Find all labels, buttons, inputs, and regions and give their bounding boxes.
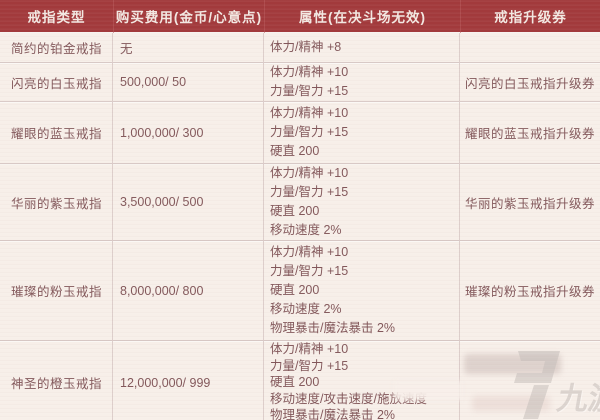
jiuyou-logo-icon (514, 351, 560, 419)
header-attributes: 属性(在决斗场无效) (264, 0, 460, 33)
header-upgrade-ticket: 戒指升级券 (460, 0, 600, 33)
attribute-line: 力量/智力 +15 (270, 84, 349, 98)
attribute-line: 硬直 200 (270, 283, 320, 297)
attribute-line: 物理暴击/魔法暴击 2% (270, 408, 396, 420)
table-row: 神圣的橙玉戒指 12,000,000/ 999 体力/精神 +10 力量/智力 … (0, 340, 600, 420)
cost-cell: 1,000,000/ 300 (113, 101, 264, 163)
cost-cell: 无 (113, 33, 264, 62)
cost-cell: 12,000,000/ 999 (113, 340, 264, 420)
table-row: 简约的铂金戒指 无 体力/精神 +8 (0, 33, 600, 62)
header-purchase-cost: 购买费用(金币/心意点) (113, 0, 264, 33)
attribute-line: 体力/精神 +10 (270, 342, 349, 357)
attributes-cell: 体力/精神 +10 力量/智力 +15 (264, 62, 460, 101)
ticket-cell (460, 33, 600, 62)
cost-cell: 3,500,000/ 500 (113, 163, 264, 240)
ticket-cell: 华丽的紫玉戒指升级券 (460, 163, 600, 240)
ring-name-cell: 神圣的橙玉戒指 (0, 340, 113, 420)
ring-name-cell: 闪亮的白玉戒指 (0, 62, 113, 101)
table-row: 华丽的紫玉戒指 3,500,000/ 500 体力/精神 +10 力量/智力 +… (0, 163, 600, 240)
attributes-cell: 体力/精神 +10 力量/智力 +15 硬直 200 移动速度 2% (264, 163, 460, 240)
table-row: 耀眼的蓝玉戒指 1,000,000/ 300 体力/精神 +10 力量/智力 +… (0, 101, 600, 163)
ring-name-cell: 璀璨的粉玉戒指 (0, 240, 113, 340)
attribute-line: 体力/精神 +8 (270, 40, 342, 54)
attributes-cell: 体力/精神 +8 (264, 33, 460, 62)
ring-name-cell: 华丽的紫玉戒指 (0, 163, 113, 240)
attribute-line: 移动速度/攻击速度/施放速度 (270, 391, 427, 406)
attribute-line: 移动速度 2% (270, 223, 342, 237)
attribute-line: 体力/精神 +10 (270, 166, 349, 180)
watermark-text: 九游 (554, 381, 600, 416)
attribute-line: 力量/智力 +15 (270, 264, 349, 278)
attributes-cell: 体力/精神 +10 力量/智力 +15 硬直 200 移动速度/攻击速度/施放速… (264, 340, 460, 420)
attribute-line: 移动速度 2% (270, 302, 342, 316)
table-row: 璀璨的粉玉戒指 8,000,000/ 800 体力/精神 +10 力量/智力 +… (0, 240, 600, 340)
attribute-line: 体力/精神 +10 (270, 106, 349, 120)
attribute-line: 体力/精神 +10 (270, 245, 349, 259)
attributes-cell: 体力/精神 +10 力量/智力 +15 硬直 200 (264, 101, 460, 163)
attribute-line: 力量/智力 +15 (270, 358, 349, 373)
ticket-cell: 璀璨的粉玉戒指升级券 (460, 240, 600, 340)
jiuyou-watermark: 九游 (500, 347, 600, 420)
header-ring-type: 戒指类型 (0, 0, 113, 33)
attribute-line: 硬直 200 (270, 375, 320, 390)
cost-cell: 500,000/ 50 (113, 62, 264, 101)
attribute-line: 体力/精神 +10 (270, 65, 349, 79)
attribute-line: 力量/智力 +15 (270, 185, 349, 199)
ticket-cell: 耀眼的蓝玉戒指升级券 (460, 101, 600, 163)
attribute-line: 物理暴击/魔法暴击 2% (270, 321, 396, 335)
attribute-line: 硬直 200 (270, 144, 320, 158)
table-header-row: 戒指类型 购买费用(金币/心意点) 属性(在决斗场无效) 戒指升级券 (0, 0, 600, 33)
table-row: 闪亮的白玉戒指 500,000/ 50 体力/精神 +10 力量/智力 +15 … (0, 62, 600, 101)
attribute-line: 硬直 200 (270, 204, 320, 218)
attributes-cell: 体力/精神 +10 力量/智力 +15 硬直 200 移动速度 2% 物理暴击/… (264, 240, 460, 340)
ring-name-cell: 耀眼的蓝玉戒指 (0, 101, 113, 163)
ticket-cell (460, 340, 600, 420)
ring-name-cell: 简约的铂金戒指 (0, 33, 113, 62)
attribute-line: 力量/智力 +15 (270, 125, 349, 139)
ticket-cell: 闪亮的白玉戒指升级券 (460, 62, 600, 101)
cost-cell: 8,000,000/ 800 (113, 240, 264, 340)
